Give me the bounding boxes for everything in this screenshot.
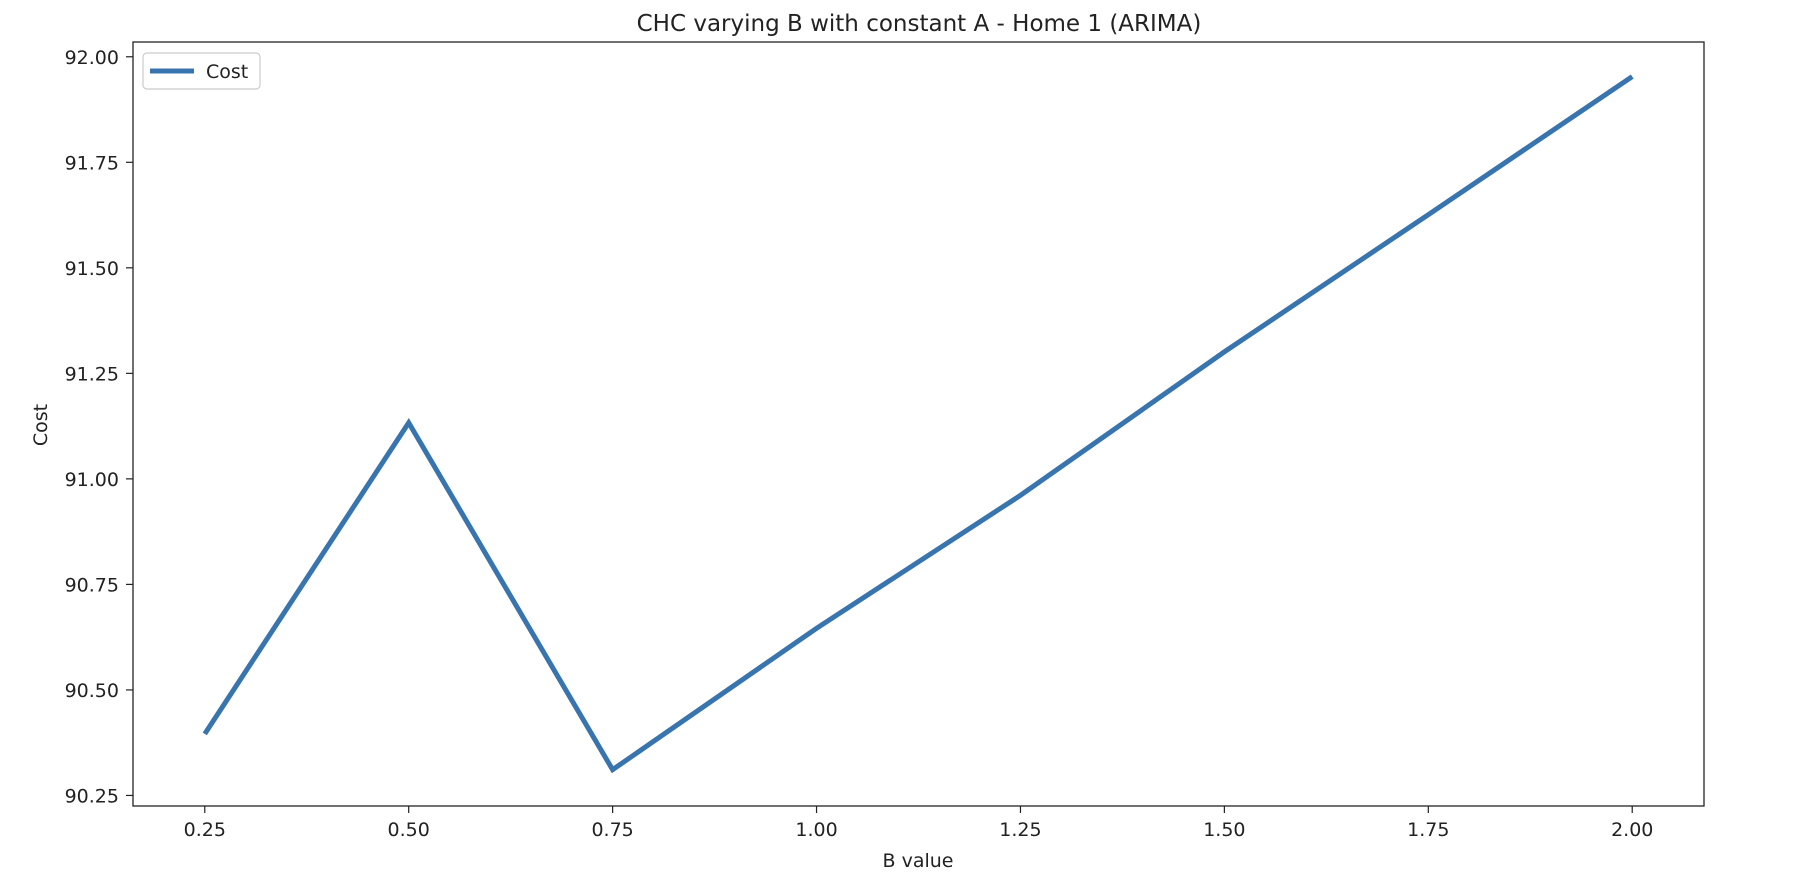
x-tick-label: 1.75 xyxy=(1407,819,1449,841)
x-tick-label: 0.50 xyxy=(388,819,430,841)
y-tick-label: 91.00 xyxy=(65,469,119,491)
x-tick-label: 1.00 xyxy=(795,819,837,841)
y-tick-label: 91.50 xyxy=(65,258,119,280)
x-tick-label: 1.50 xyxy=(1203,819,1245,841)
legend-label: Cost xyxy=(206,61,248,83)
y-tick-label: 90.75 xyxy=(65,574,119,596)
y-tick-label: 91.75 xyxy=(65,152,119,174)
x-tick-label: 0.25 xyxy=(184,819,226,841)
x-tick-label: 2.00 xyxy=(1611,819,1653,841)
plot-area xyxy=(132,41,1705,807)
legend: Cost xyxy=(142,52,261,90)
legend-box xyxy=(142,52,261,90)
x-tick-label: 1.25 xyxy=(999,819,1041,841)
y-tick-label: 90.50 xyxy=(65,680,119,702)
chart-title: CHC varying B with constant A - Home 1 (… xyxy=(637,11,1202,37)
y-tick-label: 92.00 xyxy=(65,47,119,69)
y-axis-label: Cost xyxy=(30,404,52,446)
y-tick-label: 90.25 xyxy=(65,785,119,807)
x-tick-label: 0.75 xyxy=(591,819,633,841)
series-line-cost xyxy=(202,74,1634,774)
y-tick-label: 91.25 xyxy=(65,363,119,385)
x-axis-label: B value xyxy=(883,850,954,872)
